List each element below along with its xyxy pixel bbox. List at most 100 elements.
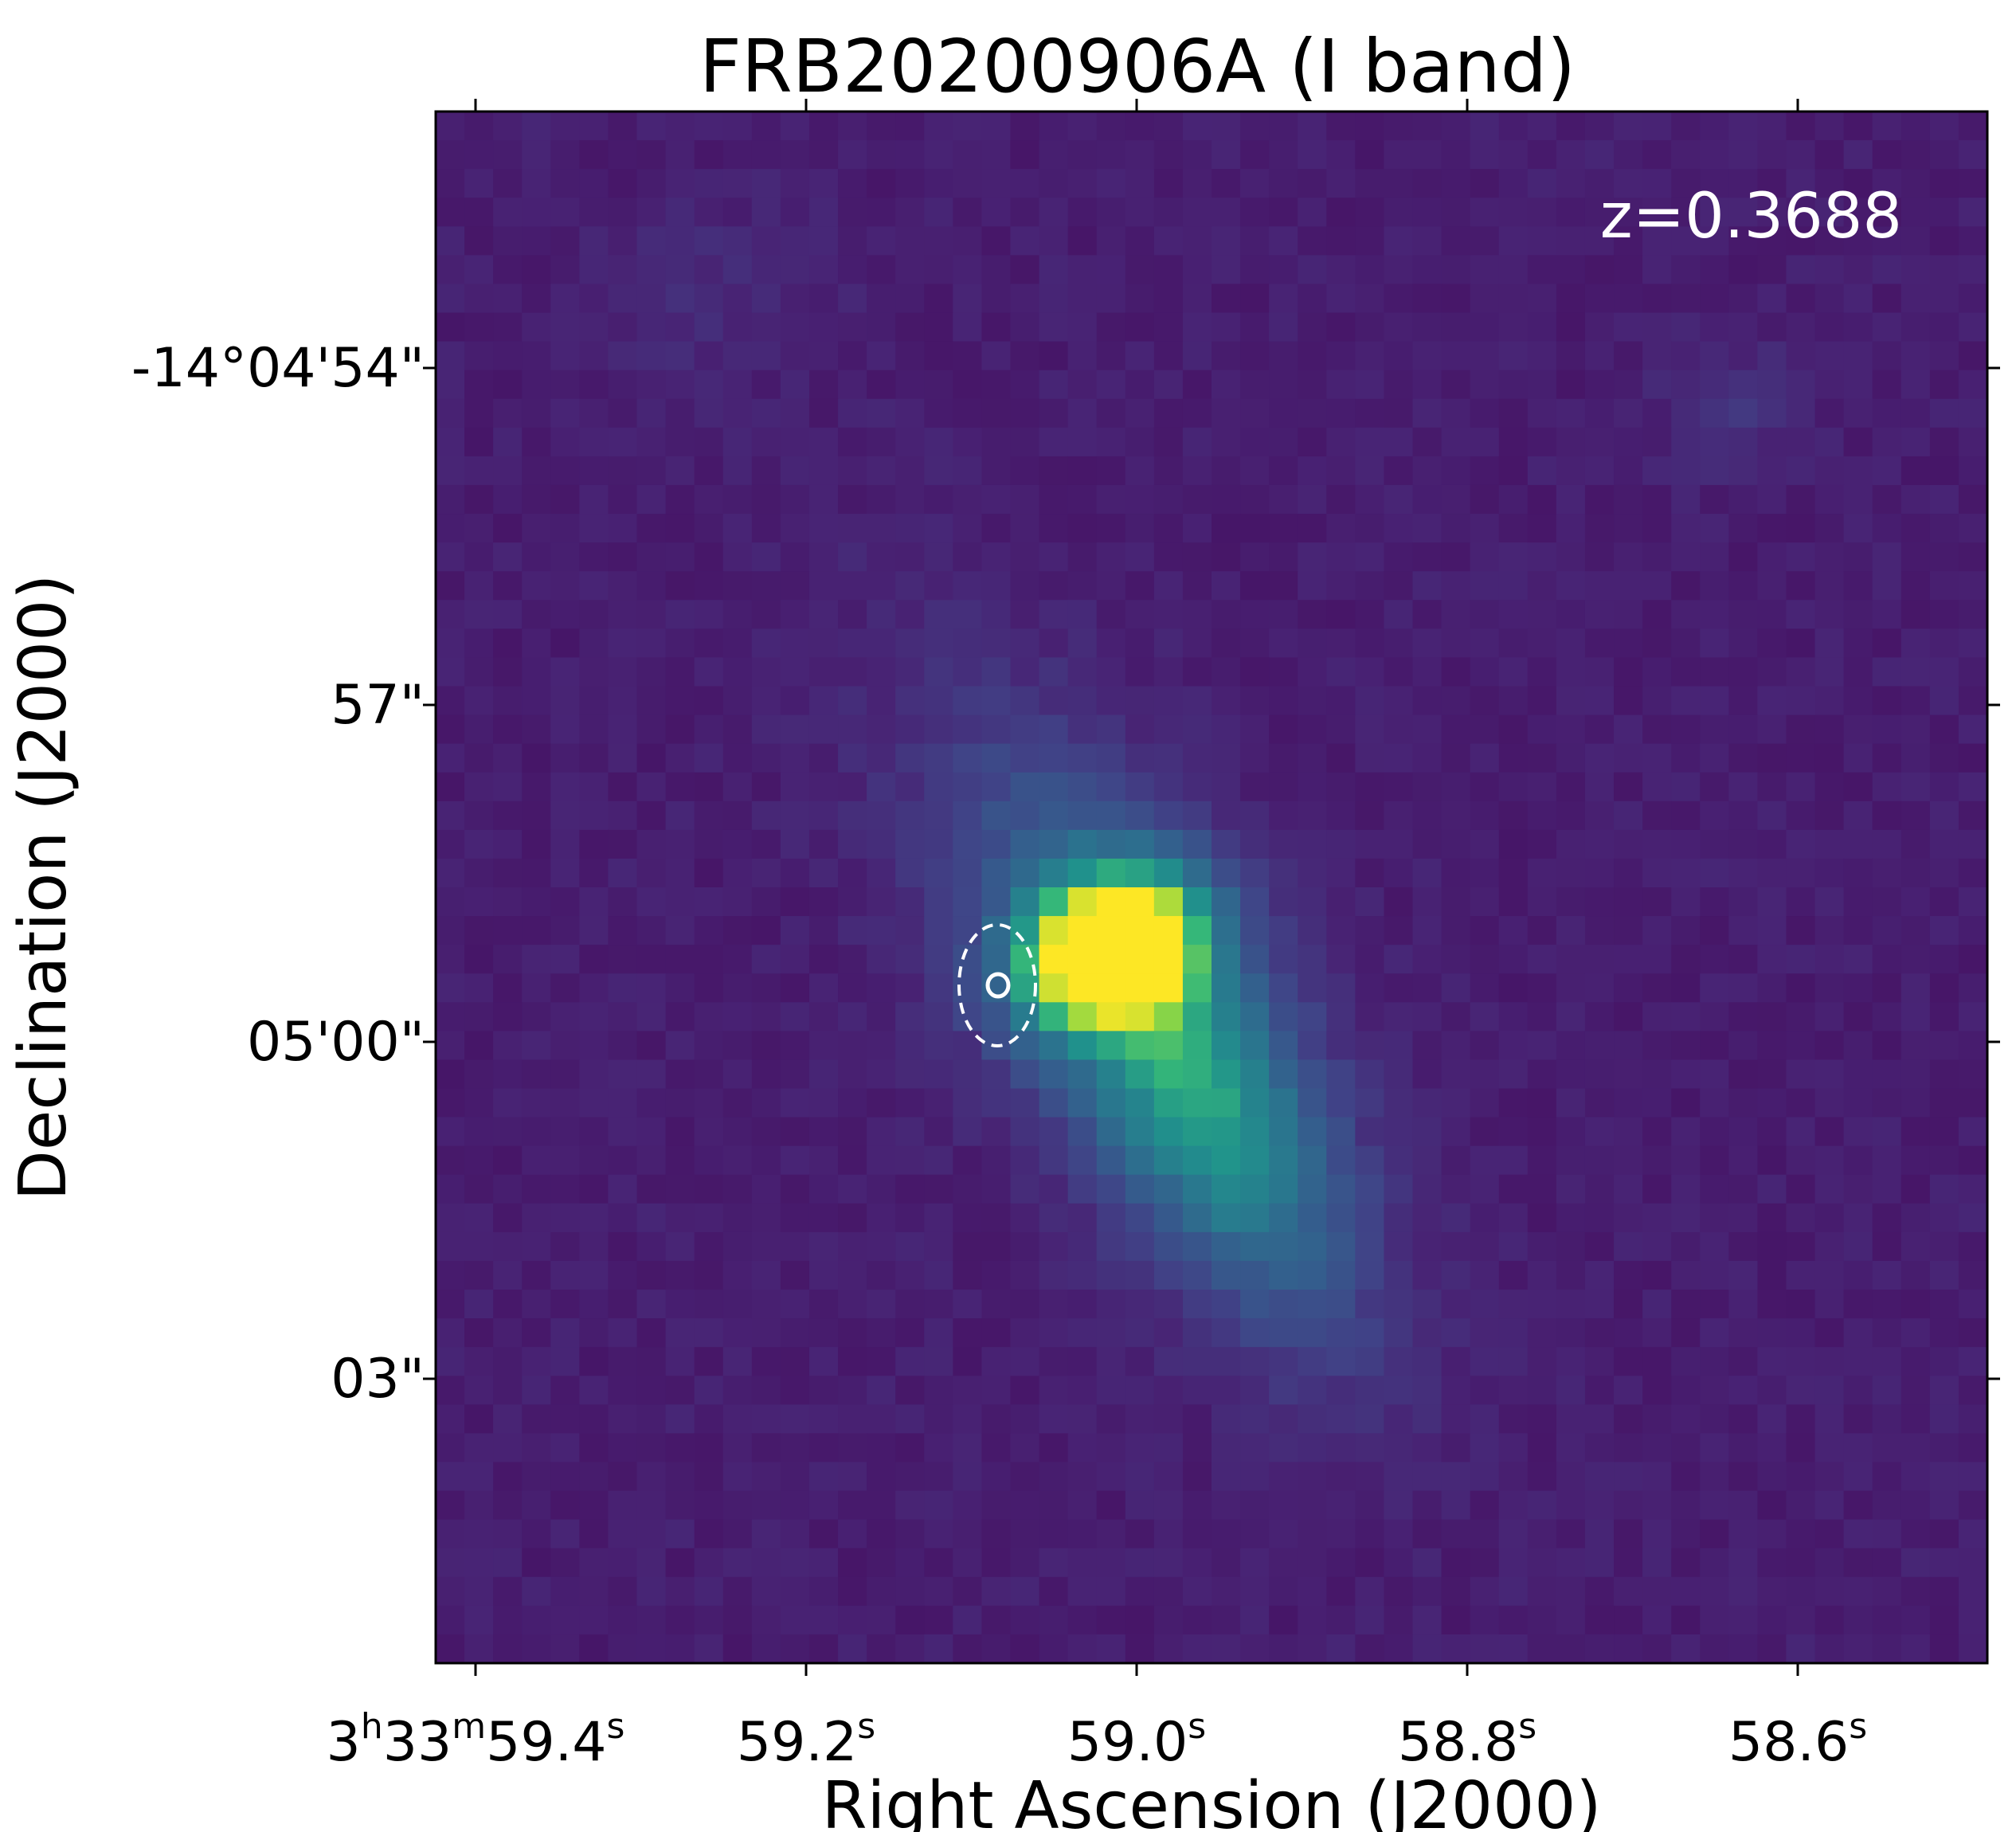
image-pixel <box>981 1548 1012 1578</box>
image-pixel <box>1412 1490 1443 1521</box>
image-pixel <box>1153 945 1184 974</box>
image-pixel <box>1929 255 1959 285</box>
image-pixel <box>1498 945 1529 974</box>
image-pixel <box>436 1203 465 1233</box>
image-pixel <box>1786 484 1816 515</box>
image-pixel <box>1700 743 1729 773</box>
image-pixel <box>1814 1376 1845 1405</box>
image-pixel <box>493 169 523 198</box>
image-pixel <box>1700 887 1729 917</box>
image-pixel <box>808 1174 839 1204</box>
image-pixel <box>751 312 781 343</box>
image-pixel <box>1614 1203 1643 1233</box>
image-pixel <box>1498 1433 1529 1463</box>
image-pixel <box>895 1548 925 1578</box>
image-pixel <box>493 1145 523 1176</box>
image-pixel <box>722 398 753 429</box>
image-pixel <box>953 169 982 198</box>
image-pixel <box>1153 514 1184 543</box>
image-pixel <box>751 1404 781 1434</box>
image-pixel <box>694 1576 724 1607</box>
image-pixel <box>1212 686 1241 716</box>
image-pixel <box>1182 945 1212 974</box>
image-pixel <box>608 226 638 256</box>
image-pixel <box>1929 772 1959 802</box>
image-pixel <box>493 1576 523 1607</box>
image-pixel <box>1182 657 1212 687</box>
image-pixel <box>550 571 580 601</box>
image-pixel <box>665 284 695 314</box>
image-pixel <box>1814 1433 1845 1463</box>
image-pixel <box>1441 1347 1471 1376</box>
image-pixel <box>1326 714 1356 745</box>
image-pixel <box>808 1490 839 1521</box>
image-pixel <box>1728 686 1758 716</box>
image-pixel <box>694 198 724 227</box>
image-pixel <box>493 1490 523 1521</box>
image-pixel <box>1269 1519 1298 1549</box>
image-pixel <box>579 1002 609 1031</box>
image-pixel <box>1958 514 1988 543</box>
image-pixel <box>1039 714 1069 745</box>
image-pixel <box>1757 686 1787 716</box>
image-pixel <box>924 226 953 256</box>
image-pixel <box>895 1318 925 1348</box>
image-pixel <box>780 1404 810 1434</box>
image-pixel <box>1298 169 1327 198</box>
image-pixel <box>1814 398 1845 429</box>
image-pixel <box>953 112 982 141</box>
image-pixel <box>1240 1145 1270 1176</box>
image-pixel <box>1757 542 1787 572</box>
image-pixel <box>924 657 953 687</box>
image-pixel <box>1498 772 1529 802</box>
image-pixel <box>1269 1203 1298 1233</box>
image-pixel <box>1814 1634 1845 1664</box>
image-pixel <box>1010 571 1040 601</box>
image-pixel <box>1298 743 1327 773</box>
image-pixel <box>636 714 667 745</box>
image-pixel <box>1527 1548 1557 1578</box>
image-pixel <box>1901 1576 1931 1607</box>
image-pixel <box>1470 657 1500 687</box>
image-pixel <box>838 1462 867 1492</box>
image-pixel <box>953 456 982 486</box>
image-pixel <box>579 686 609 716</box>
image-pixel <box>1212 1404 1241 1434</box>
image-pixel <box>579 973 609 1003</box>
image-pixel <box>579 628 609 658</box>
image-pixel <box>895 284 925 314</box>
image-pixel <box>722 714 753 745</box>
image-pixel <box>436 1548 465 1578</box>
image-pixel <box>1384 341 1414 371</box>
image-pixel <box>1814 1548 1845 1578</box>
image-pixel <box>1470 686 1500 716</box>
image-pixel <box>981 1318 1012 1348</box>
image-pixel <box>694 1404 724 1434</box>
image-pixel <box>1584 657 1615 687</box>
image-pixel <box>1298 628 1327 658</box>
image-pixel <box>608 1059 638 1090</box>
image-pixel <box>1843 1059 1873 1090</box>
image-pixel <box>1298 312 1327 343</box>
image-pixel <box>953 686 982 716</box>
image-pixel <box>1240 1347 1270 1376</box>
image-pixel <box>1786 1088 1816 1118</box>
image-pixel <box>1584 628 1615 658</box>
image-pixel <box>522 112 551 141</box>
image-pixel <box>1642 169 1672 198</box>
image-pixel <box>1584 1404 1615 1434</box>
image-pixel <box>1470 1059 1500 1090</box>
image-pixel <box>550 370 580 400</box>
image-pixel <box>1498 341 1529 371</box>
image-pixel <box>953 198 982 227</box>
image-pixel <box>722 1548 753 1578</box>
image-pixel <box>464 1174 494 1204</box>
image-pixel <box>1355 1462 1385 1492</box>
image-pixel <box>1125 1548 1155 1578</box>
image-pixel <box>1125 427 1155 457</box>
image-pixel <box>1212 743 1241 773</box>
image-pixel <box>751 169 781 198</box>
image-pixel <box>1384 1548 1414 1578</box>
image-pixel <box>1298 1605 1327 1635</box>
image-pixel <box>1441 916 1471 945</box>
